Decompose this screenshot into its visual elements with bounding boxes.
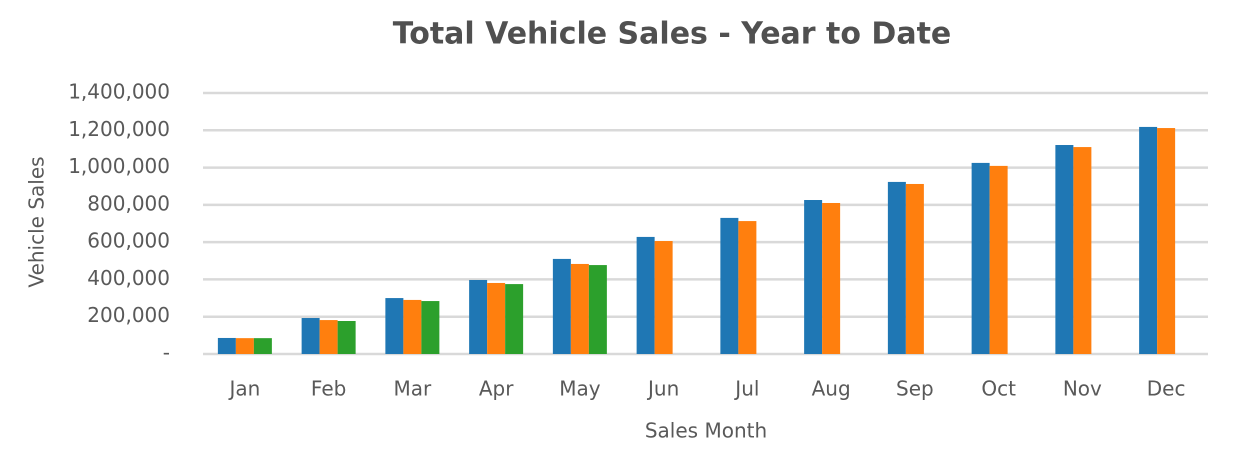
x-tick-label: Apr: [479, 377, 514, 401]
x-tick-label: Aug: [812, 377, 851, 401]
bar: [971, 162, 990, 354]
bar: [505, 284, 524, 354]
bar: [588, 265, 607, 354]
y-tick-label: 200,000: [87, 303, 170, 327]
y-tick-label: 1,400,000: [68, 80, 170, 104]
x-tick-label: Oct: [981, 377, 1016, 401]
bar: [403, 299, 422, 354]
bar: [989, 165, 1008, 354]
bar: [905, 183, 924, 354]
bar: [301, 318, 320, 354]
bar: [720, 217, 739, 354]
bar: [1055, 145, 1074, 354]
x-tick-label: May: [559, 377, 601, 401]
bar: [1157, 128, 1176, 354]
bar: [887, 181, 906, 354]
y-tick-label: 800,000: [87, 191, 170, 215]
x-axis-title: Sales Month: [645, 419, 767, 443]
bar: [337, 321, 356, 354]
x-tick-label: Mar: [394, 377, 433, 401]
bar: [1073, 147, 1092, 354]
x-tick-label: Jun: [646, 377, 679, 401]
bar: [636, 236, 655, 354]
bar: [552, 258, 571, 354]
y-tick-label: 400,000: [87, 266, 170, 290]
y-axis-title: Vehicle Sales: [25, 156, 49, 287]
bar: [570, 263, 589, 354]
y-tick-label: 1,200,000: [68, 117, 170, 141]
x-tick-label: Sep: [896, 377, 934, 401]
y-tick-label: 600,000: [87, 229, 170, 253]
bar: [253, 338, 272, 354]
x-tick-label: Jul: [733, 377, 759, 401]
bar: [822, 202, 841, 354]
bar: [421, 301, 440, 354]
x-tick-label: Nov: [1063, 377, 1102, 401]
bar: [217, 337, 236, 354]
bar: [385, 298, 404, 354]
chart-title: Total Vehicle Sales - Year to Date: [393, 17, 952, 52]
bar: [235, 338, 254, 354]
x-tick-label: Feb: [311, 377, 346, 401]
bar: [469, 279, 488, 354]
y-tick-label: -: [163, 341, 170, 365]
y-tick-label: 1,000,000: [68, 154, 170, 178]
x-tick-label: Dec: [1147, 377, 1186, 401]
bar: [804, 200, 823, 354]
bar: [1139, 126, 1158, 355]
bar: [319, 320, 338, 354]
bar: [487, 282, 506, 354]
bar: [738, 221, 757, 354]
x-tick-label: Jan: [227, 377, 260, 401]
bar: [654, 241, 673, 354]
